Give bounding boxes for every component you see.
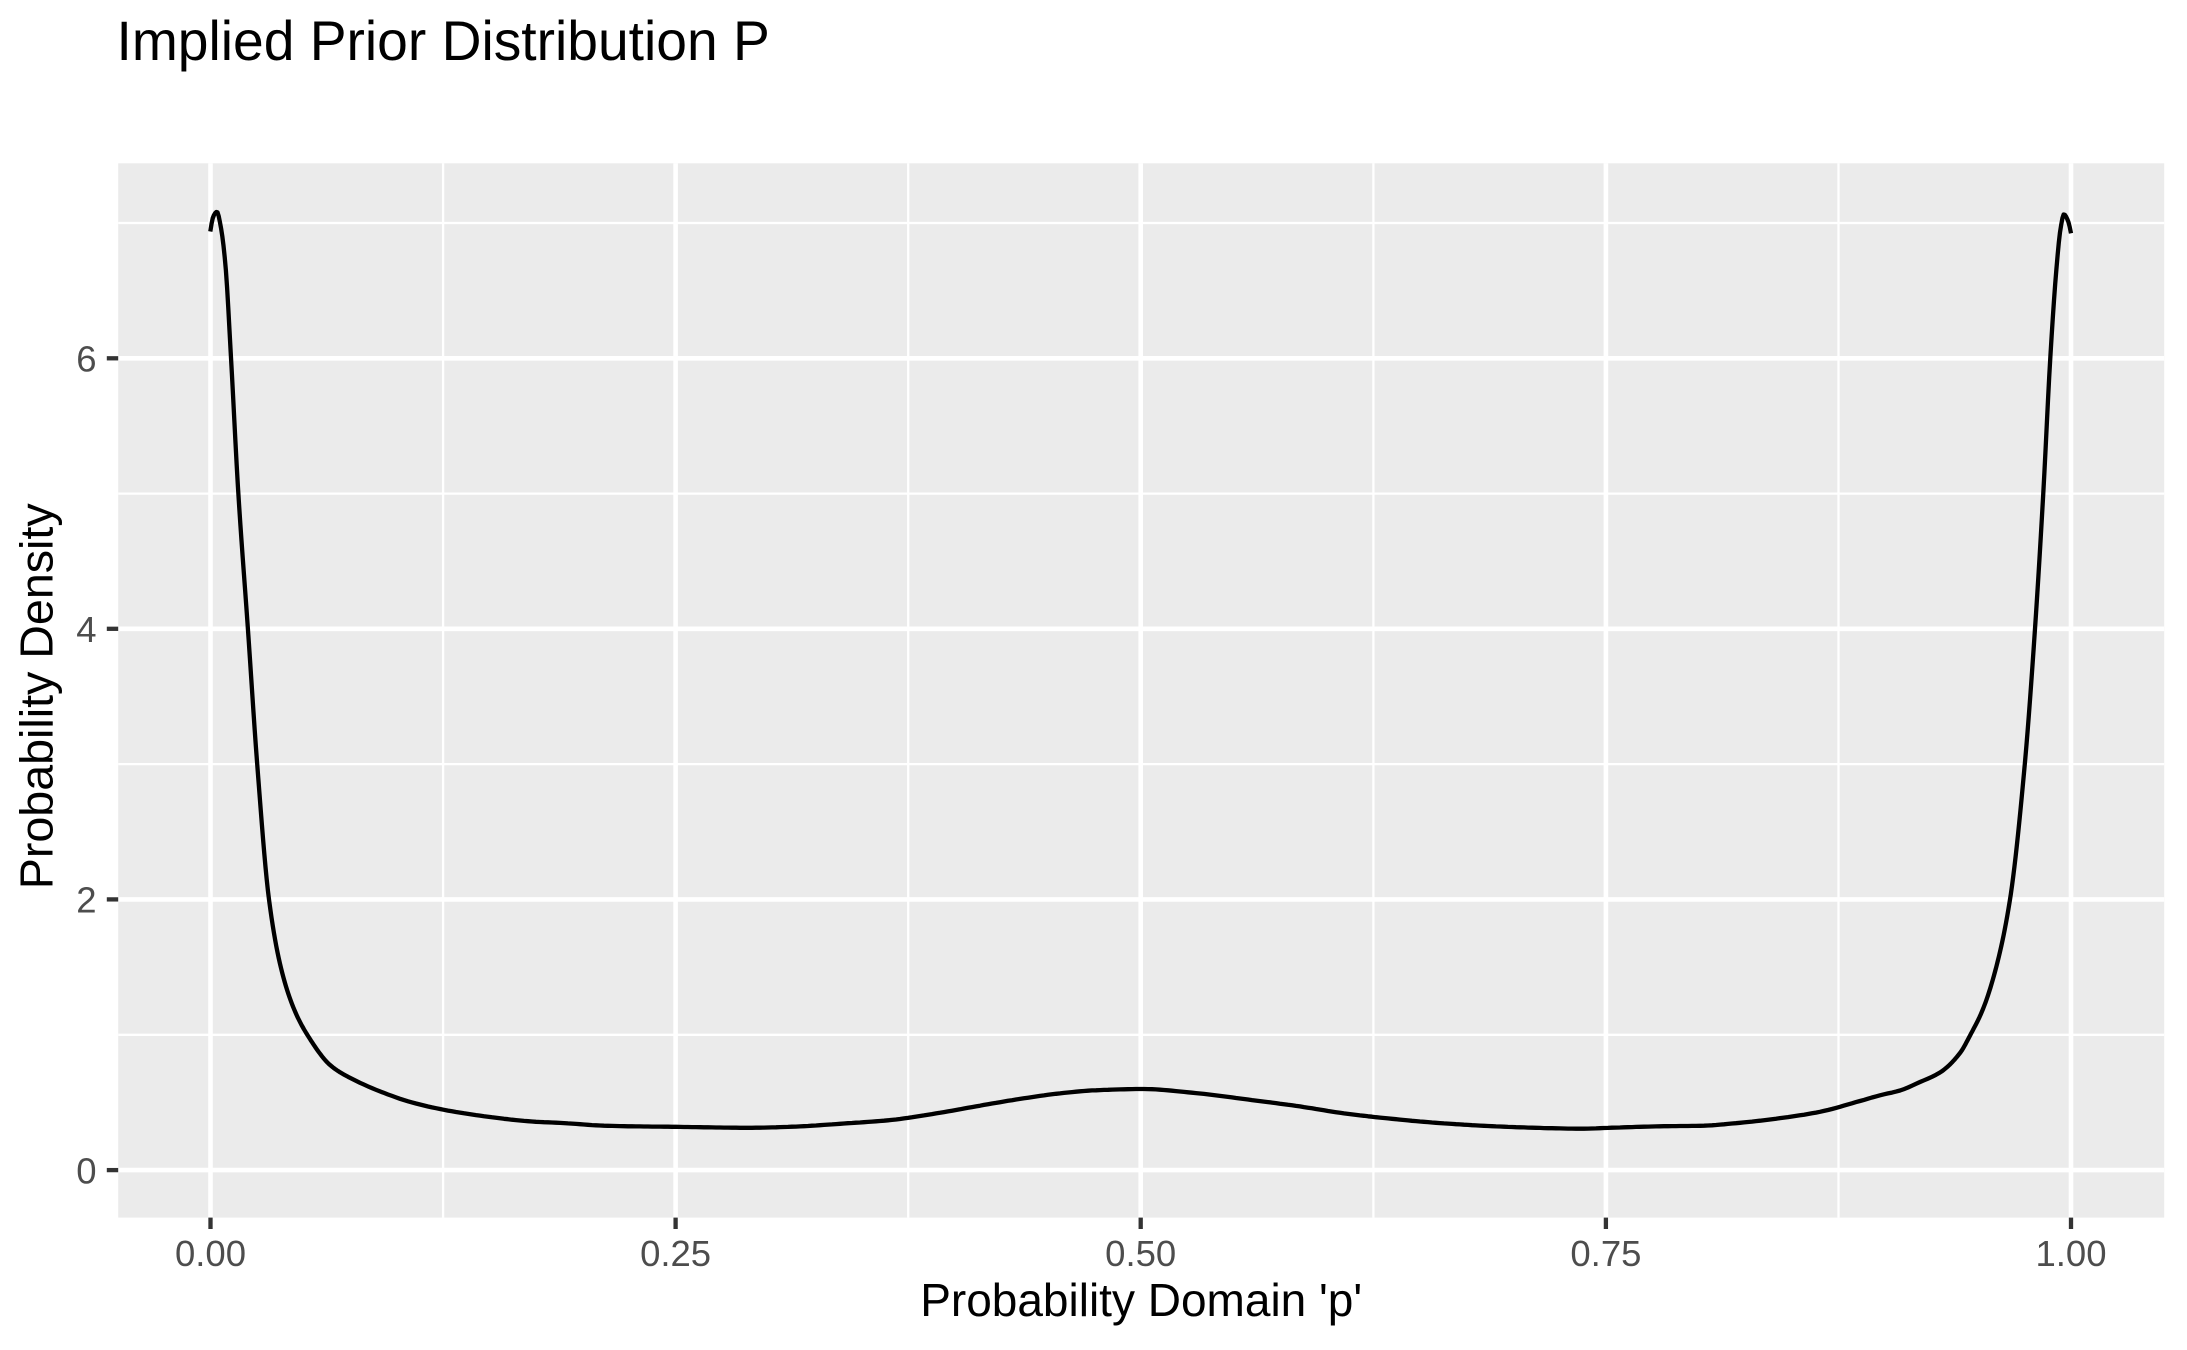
svg-text:0.25: 0.25: [640, 1233, 711, 1274]
svg-text:Probability Density: Probability Density: [11, 503, 63, 890]
svg-text:0: 0: [76, 1150, 96, 1191]
svg-text:0.00: 0.00: [175, 1233, 246, 1274]
svg-text:1.00: 1.00: [2035, 1233, 2106, 1274]
svg-text:0.75: 0.75: [1570, 1233, 1641, 1274]
svg-text:4: 4: [76, 609, 96, 650]
svg-text:6: 6: [76, 339, 96, 380]
svg-text:0.50: 0.50: [1105, 1233, 1176, 1274]
svg-text:2: 2: [76, 880, 96, 921]
svg-text:Implied Prior Distribution P: Implied Prior Distribution P: [117, 10, 770, 72]
svg-text:Probability Domain 'p': Probability Domain 'p': [920, 1274, 1362, 1326]
